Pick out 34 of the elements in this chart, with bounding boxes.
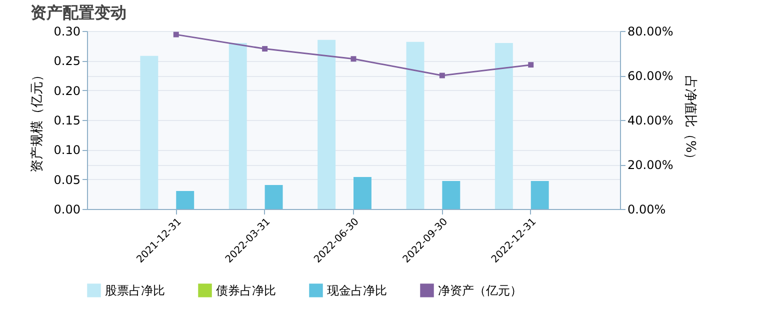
legend-label: 股票占净比 bbox=[105, 283, 165, 298]
bar bbox=[494, 43, 513, 209]
y2-tick-label: 80.00% bbox=[628, 24, 674, 38]
bar bbox=[140, 56, 158, 209]
y-tick-label: 0.30 bbox=[54, 24, 80, 38]
legend-label: 净资产（亿元） bbox=[438, 283, 522, 298]
point bbox=[350, 56, 356, 62]
chart-title: 资产配置变动 bbox=[30, 3, 126, 22]
point bbox=[173, 32, 179, 38]
y-tick-label: 0.10 bbox=[54, 143, 80, 158]
bar bbox=[264, 184, 283, 209]
y2-axis-title: 占净值比（%） bbox=[682, 75, 698, 166]
bar bbox=[228, 43, 247, 209]
legend-label: 现金占净比 bbox=[327, 283, 387, 298]
bar bbox=[176, 190, 194, 209]
y-tick-label: 0.15 bbox=[54, 114, 80, 128]
bar bbox=[442, 180, 460, 209]
bar bbox=[354, 176, 372, 209]
y-tick-label: 0.20 bbox=[54, 84, 80, 98]
legend-label: 债券占净比 bbox=[216, 283, 276, 298]
y-tick-label: 0.05 bbox=[54, 172, 80, 187]
y-tick-label: 0.00 bbox=[54, 202, 80, 216]
point bbox=[262, 46, 268, 52]
bar bbox=[318, 40, 336, 209]
y2-tick-label: 60.00% bbox=[628, 69, 674, 83]
y2-tick-label: 40.00% bbox=[628, 114, 674, 128]
y-tick-label: 0.25 bbox=[54, 54, 80, 68]
point bbox=[439, 72, 445, 78]
bar bbox=[406, 42, 424, 209]
point bbox=[528, 62, 534, 68]
y2-tick-label: 0.00% bbox=[628, 202, 666, 216]
y2-tick-label: 20.00% bbox=[628, 158, 674, 172]
y-axis-title: 资产规模（亿元） bbox=[30, 68, 45, 172]
bar bbox=[530, 180, 549, 209]
